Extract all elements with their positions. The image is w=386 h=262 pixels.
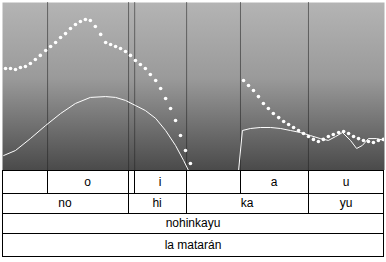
svg-text:o: o: [84, 175, 91, 189]
svg-text:i: i: [159, 175, 162, 189]
svg-text:yu: yu: [340, 196, 353, 210]
svg-text:la matarán: la matarán: [165, 238, 222, 252]
svg-text:ka: ka: [241, 196, 254, 210]
svg-text:no: no: [58, 196, 72, 210]
svg-text:u: u: [343, 175, 350, 189]
svg-text:a: a: [271, 175, 278, 189]
svg-text:hi: hi: [152, 196, 161, 210]
svg-text:nohinkayu: nohinkayu: [166, 216, 221, 230]
